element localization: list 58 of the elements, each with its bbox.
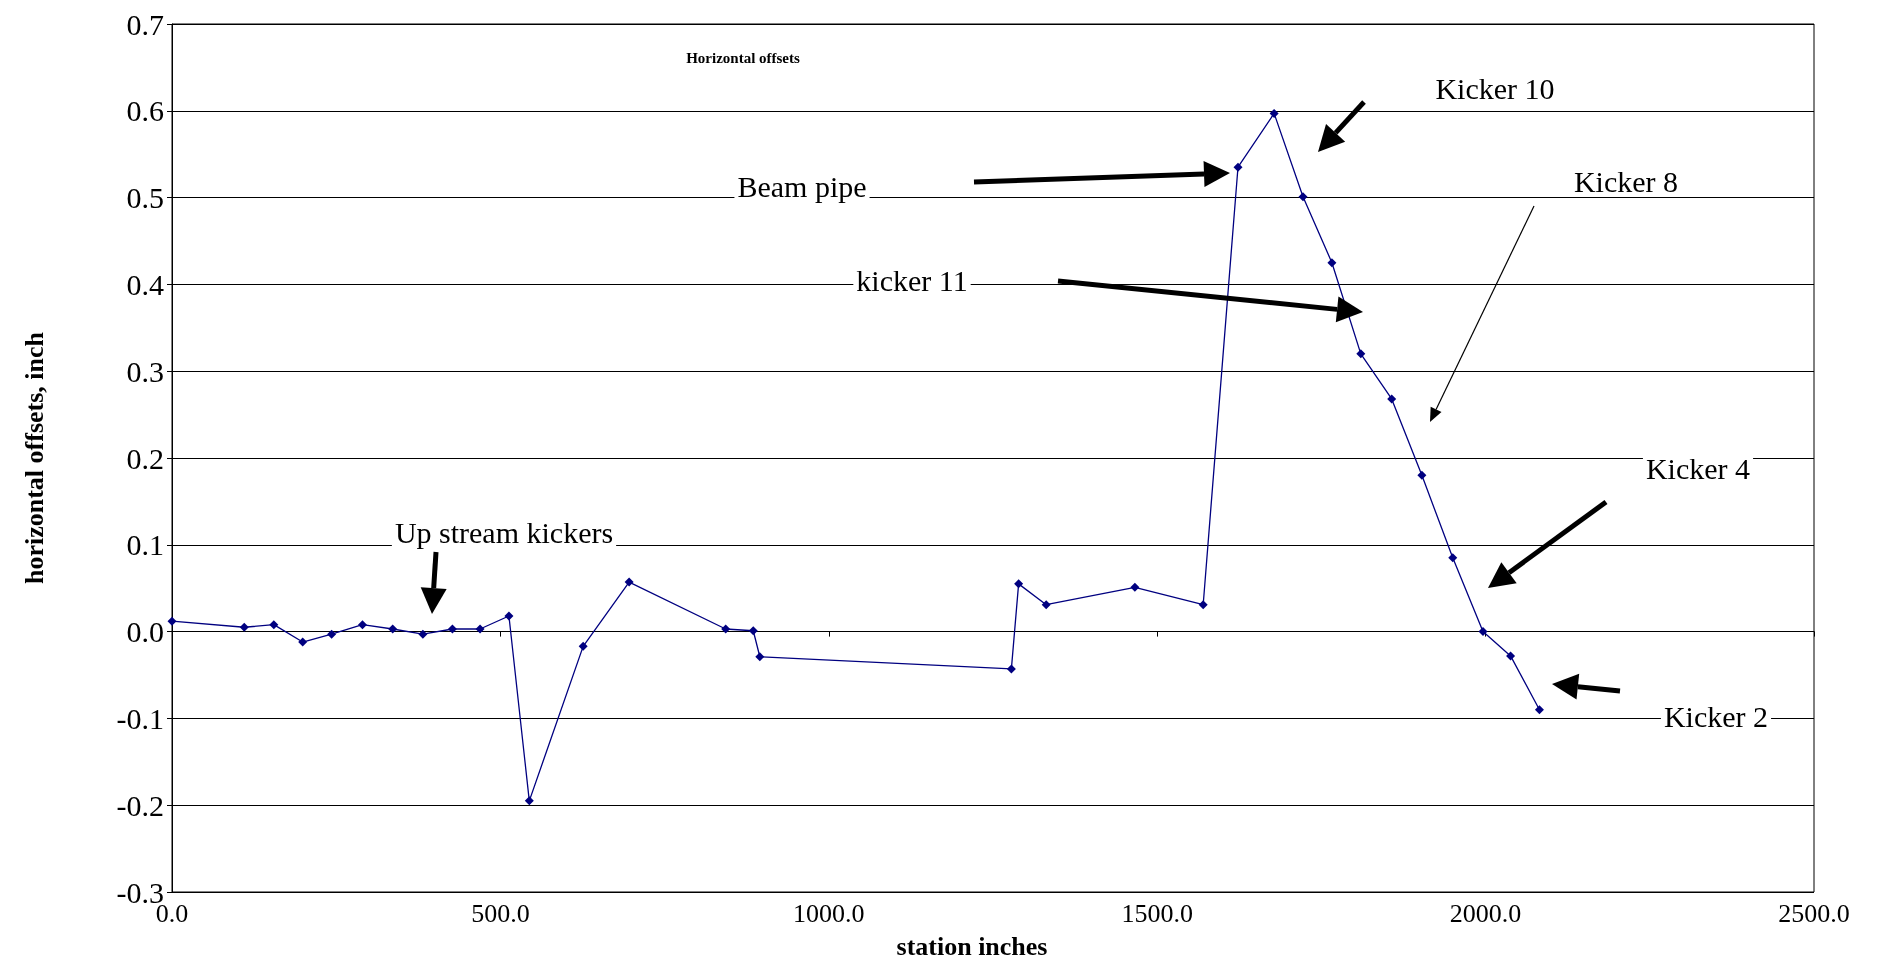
x-tick-label: 2000.0	[1449, 898, 1522, 928]
point	[755, 652, 765, 662]
point	[167, 616, 177, 626]
annotation: Up stream kickers	[394, 515, 614, 549]
point	[1130, 582, 1140, 592]
point	[748, 626, 758, 636]
point	[269, 620, 279, 630]
point	[1298, 192, 1308, 202]
point	[1006, 664, 1016, 674]
annotation: Kicker 10	[1435, 71, 1555, 105]
point	[475, 624, 485, 634]
point	[504, 611, 514, 621]
point	[327, 629, 337, 639]
x-tick-label: 1500.0	[1121, 898, 1193, 928]
y-tick-label: -0.2	[116, 788, 164, 822]
point	[524, 796, 534, 806]
point	[1327, 258, 1337, 268]
point	[1417, 470, 1427, 480]
point	[1041, 600, 1051, 610]
annotation: Kicker 4	[1645, 451, 1751, 485]
point	[624, 577, 634, 587]
y-tick-label: 0.0	[126, 615, 164, 649]
y-tick-label: 0.7	[126, 7, 164, 41]
annotation: Kicker 2	[1663, 699, 1769, 733]
annotation: Beam pipe	[737, 169, 867, 203]
point	[1506, 651, 1516, 661]
point	[239, 622, 249, 632]
x-tick-label: 500.0	[471, 898, 530, 928]
point	[1356, 349, 1366, 359]
point	[1387, 394, 1397, 404]
annotation: Kicker 8	[1573, 164, 1679, 198]
point	[1014, 579, 1024, 589]
x-tick-label: 2500.0	[1778, 898, 1850, 928]
point	[578, 641, 588, 651]
y-tick-label: 0.1	[126, 528, 164, 562]
point	[1269, 108, 1279, 118]
x-tick-label: 1000.0	[793, 898, 865, 928]
y-tick-label: 0.5	[126, 181, 164, 215]
y-tick-label: 0.2	[126, 441, 164, 475]
point	[447, 624, 457, 634]
point	[721, 624, 731, 634]
y-tick-label: 0.4	[126, 267, 164, 301]
point	[1478, 627, 1488, 637]
point	[357, 620, 367, 630]
text: Horizontal offsets	[686, 49, 801, 66]
y-tick-label: 0.3	[126, 354, 164, 388]
point	[1198, 600, 1208, 610]
point	[388, 624, 398, 634]
point	[298, 637, 308, 647]
annotation: kicker 11	[856, 263, 968, 297]
x-axis-title: station inches	[896, 931, 1048, 961]
point	[1233, 162, 1243, 172]
y-tick-label: 0.6	[126, 94, 164, 128]
y-axis-title: horizontal offsets, inch	[19, 331, 49, 585]
point	[418, 629, 428, 639]
point	[1448, 553, 1458, 563]
point	[1534, 705, 1544, 715]
y-tick-label: -0.1	[116, 701, 164, 735]
